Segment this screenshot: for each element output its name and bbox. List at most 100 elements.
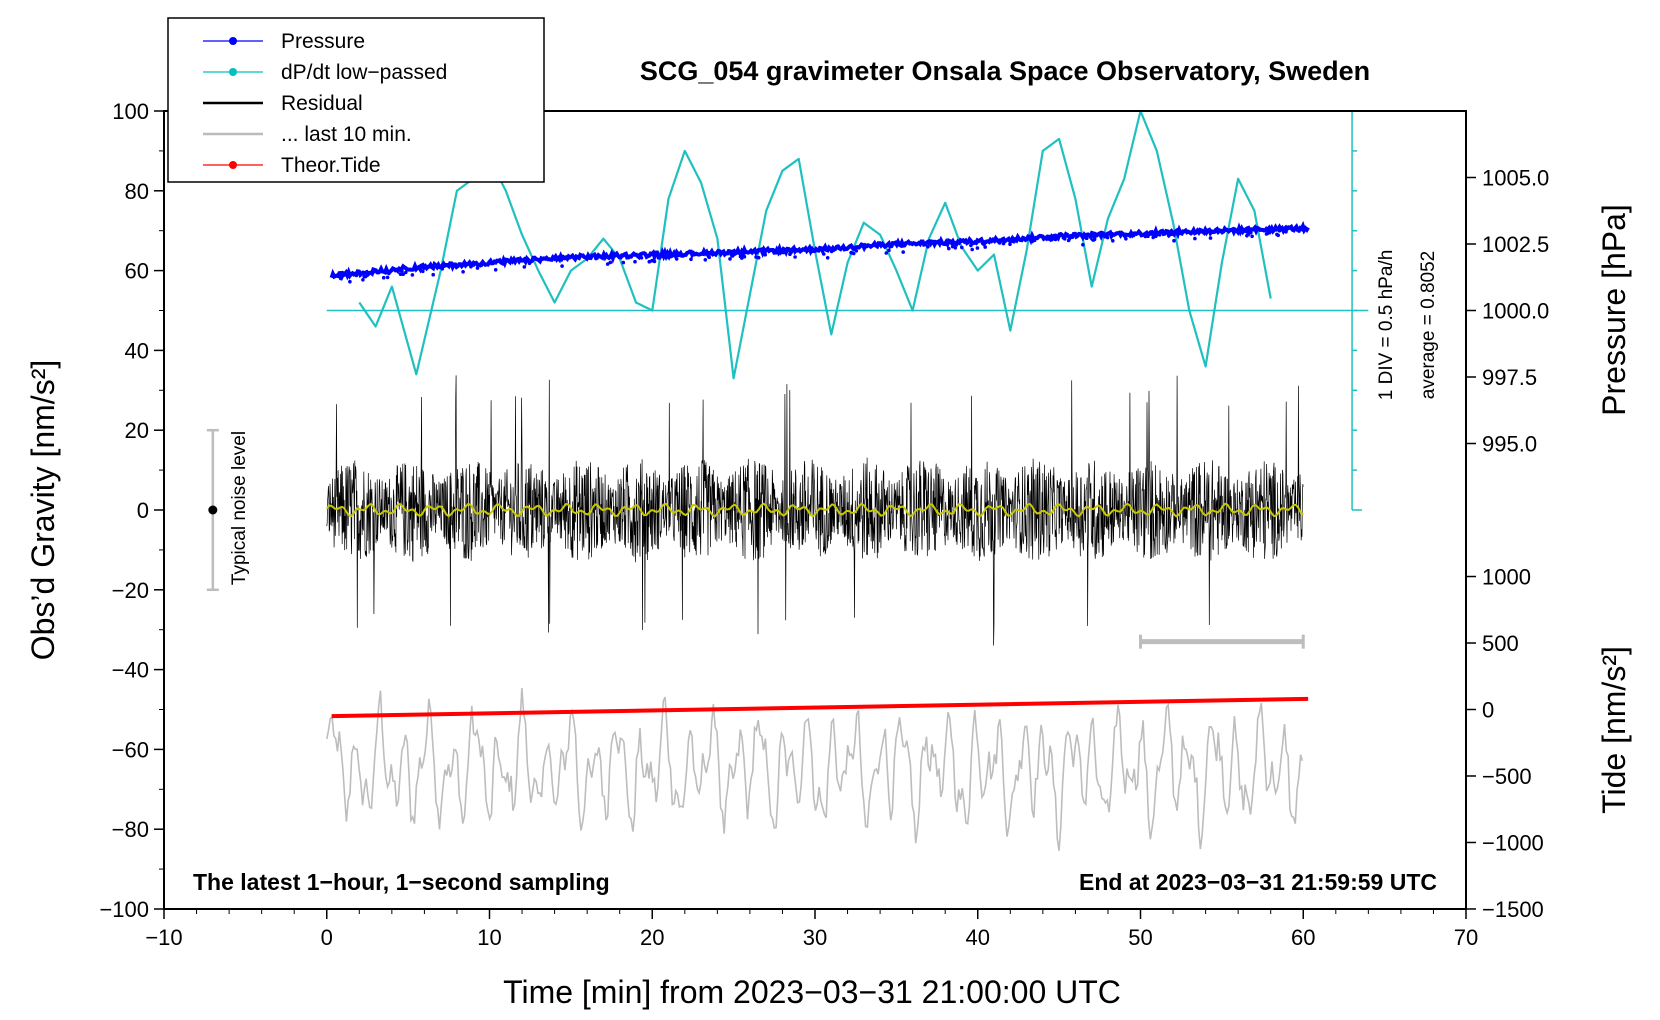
- tide-tick-label: −1000: [1482, 830, 1544, 855]
- pressure-point: [1131, 233, 1136, 238]
- pressure-point: [970, 247, 974, 252]
- pressure-point: [1172, 238, 1176, 243]
- pressure-point: [421, 269, 425, 274]
- pressure-point: [621, 260, 626, 265]
- x-tick-label: 30: [803, 925, 827, 950]
- y-tick-label: −100: [99, 897, 149, 922]
- pressure-point: [674, 257, 679, 261]
- pressure-point: [1208, 236, 1213, 240]
- pressure-point: [781, 250, 786, 255]
- pressure-point: [703, 258, 708, 262]
- pressure-point: [1085, 236, 1089, 240]
- pressure-point: [410, 273, 415, 277]
- pressure-point: [348, 279, 352, 284]
- axes-layer: −10 0 10 20 30 40 50 60 70−100−80−60−40−20020406…: [99, 99, 1549, 950]
- pressure-point: [1215, 229, 1219, 234]
- pressure-point: [1146, 234, 1150, 238]
- pressure-point: [1246, 231, 1250, 235]
- x-tick-label: 20: [640, 925, 664, 950]
- pressure-point: [887, 248, 891, 253]
- legend-marker: [229, 37, 237, 45]
- pressure-point: [1277, 229, 1282, 233]
- bottom-right-annotation: End at 2023−03−31 21:59:59 UTC: [1079, 869, 1437, 895]
- pressure-tick-label: 1002.5: [1482, 232, 1549, 257]
- pressure-point: [1092, 237, 1097, 242]
- pressure-point: [664, 255, 668, 260]
- pressure-point: [763, 252, 767, 257]
- pressure-point: [788, 252, 792, 256]
- dpdt-average-label: average = 0.8052: [1418, 251, 1439, 399]
- pressure-point: [657, 256, 662, 260]
- tide-tick-label: 1000: [1482, 565, 1531, 590]
- pressure-point: [475, 266, 480, 270]
- pressure-point: [982, 242, 986, 247]
- pressure-point: [1105, 235, 1110, 240]
- pressure-point: [997, 241, 1002, 245]
- y-tick-label: 100: [112, 99, 149, 124]
- pressure-point: [652, 259, 657, 264]
- legend-marker: [229, 68, 237, 76]
- pressure-point: [716, 249, 721, 253]
- pressure-point: [825, 255, 830, 260]
- pressure-point: [338, 276, 343, 281]
- pressure-point: [1001, 241, 1006, 246]
- pressure-point: [1049, 238, 1054, 242]
- pressure-point: [547, 257, 551, 262]
- pressure-point: [851, 251, 856, 256]
- pressure-point: [342, 273, 347, 277]
- pressure-point: [730, 254, 735, 258]
- pressure-point: [1154, 234, 1158, 239]
- x-tick-label: 70: [1454, 925, 1478, 950]
- pressure-point: [381, 275, 386, 280]
- pressure-tick-label: 997.5: [1482, 365, 1537, 390]
- pressure-point: [400, 269, 404, 273]
- pressure-point: [501, 261, 506, 265]
- pressure-point: [1053, 237, 1058, 242]
- pressure-point: [404, 270, 408, 275]
- pressure-point: [354, 273, 359, 278]
- pressure-point: [689, 257, 693, 262]
- residual-series-line: [326, 375, 1304, 646]
- pressure-point: [387, 271, 391, 276]
- legend: Pressure dP/dt low−passed Residual ... last…: [167, 17, 545, 183]
- pressure-point: [440, 266, 445, 271]
- pressure-point: [1062, 237, 1067, 241]
- pressure-point: [1193, 236, 1197, 241]
- pressure-point: [854, 249, 859, 253]
- pressure-point: [493, 268, 498, 272]
- pressure-point: [1198, 230, 1202, 234]
- tide-tick-label: −500: [1482, 764, 1532, 789]
- y-tick-label: 80: [125, 179, 149, 204]
- y-tick-label: −40: [112, 658, 149, 683]
- pressure-point: [560, 264, 564, 268]
- tide-tick-label: 0: [1482, 698, 1494, 723]
- pressure-series-line: [329, 220, 1310, 282]
- x-tick-label: 10: [477, 925, 501, 950]
- y-tick-label: 20: [125, 418, 149, 443]
- series-layer: [206, 109, 1369, 851]
- pressure-point: [527, 261, 532, 266]
- tide-tick-label: −1500: [1482, 897, 1544, 922]
- x-axis-label: Time [min] from 2023−03−31 21:00:00 UTC: [503, 974, 1121, 1010]
- x-tick-label: −10: [145, 925, 182, 950]
- y-tick-label: −80: [112, 817, 149, 842]
- pressure-point: [639, 255, 644, 260]
- legend-label: Residual: [281, 92, 363, 115]
- pressure-point: [676, 253, 680, 258]
- legend-marker: [229, 161, 237, 169]
- y-tick-label: 0: [137, 498, 149, 523]
- pressure-point: [1008, 242, 1012, 246]
- pressure-point: [983, 245, 987, 249]
- pressure-point: [363, 274, 368, 279]
- pressure-point: [953, 246, 958, 250]
- pressure-point: [605, 262, 610, 266]
- y-axis-label-gravity: Obs’d Gravity [nm/s²]: [25, 360, 61, 661]
- pressure-point: [884, 251, 889, 255]
- pressure-point: [1297, 229, 1301, 233]
- pressure-point: [1250, 234, 1254, 239]
- pressure-point: [1276, 233, 1280, 238]
- pressure-point: [1267, 230, 1271, 235]
- x-tick-label: 40: [966, 925, 990, 950]
- pressure-point: [1143, 234, 1148, 239]
